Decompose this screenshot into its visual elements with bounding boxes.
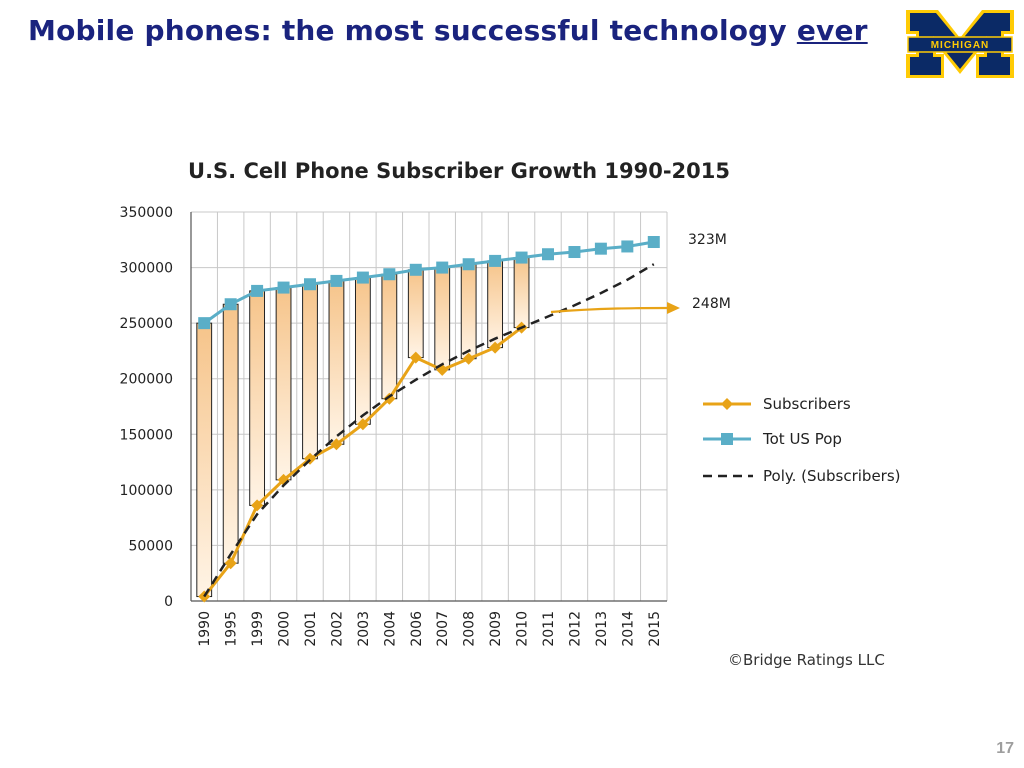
michigan-logo-band xyxy=(907,36,1013,53)
point-tot-us-pop xyxy=(198,317,211,330)
annotation-arrow-head xyxy=(667,302,680,314)
x-tick-label: 2012 xyxy=(567,611,583,647)
michigan-logo: MICHIGAN xyxy=(906,10,1014,78)
point-tot-us-pop xyxy=(409,263,422,276)
gap-bar xyxy=(222,303,239,564)
gap-bar xyxy=(249,290,266,506)
x-tick-label: 1990 xyxy=(197,611,213,647)
legend-marker-subscribers xyxy=(721,398,733,410)
gap-bar xyxy=(196,322,213,598)
x-tick-label: 2008 xyxy=(462,611,478,647)
gap-bar xyxy=(354,277,371,425)
x-tick-label: 2015 xyxy=(647,611,663,647)
point-tot-us-pop xyxy=(489,254,502,267)
y-tick-label: 0 xyxy=(164,594,173,610)
point-tot-us-pop xyxy=(647,236,660,249)
page-number: 17 xyxy=(996,740,1014,757)
point-tot-us-pop xyxy=(277,281,290,294)
point-tot-us-pop xyxy=(330,274,343,287)
x-tick-label: 1999 xyxy=(250,611,266,647)
y-tick-label: 150000 xyxy=(120,427,173,443)
slide-title: Mobile phones: the most successful techn… xyxy=(28,14,868,47)
y-tick-label: 200000 xyxy=(120,372,173,388)
point-subscribers xyxy=(251,499,264,512)
gap-bar xyxy=(381,273,398,400)
x-tick-label: 2004 xyxy=(382,611,398,647)
annotation-arrow-line xyxy=(550,306,669,314)
point-subscribers xyxy=(356,418,369,431)
point-tot-us-pop xyxy=(621,240,634,253)
point-tot-us-pop xyxy=(568,246,581,259)
legend-label: Tot US Pop xyxy=(762,430,842,448)
series-line-poly-subscribers xyxy=(203,263,655,598)
legend-marker-tot-us-pop xyxy=(721,433,733,445)
gap-bar xyxy=(487,260,504,349)
point-tot-us-pop xyxy=(383,268,396,281)
legend-label: Subscribers xyxy=(763,395,851,413)
annotation-248m: 248M xyxy=(692,296,731,312)
x-tick-label: 2001 xyxy=(303,611,319,647)
x-tick-label: 2009 xyxy=(488,611,504,647)
point-tot-us-pop xyxy=(594,242,607,255)
gap-bar xyxy=(407,269,424,359)
x-tick-label: 2010 xyxy=(515,611,531,647)
point-tot-us-pop xyxy=(356,271,369,284)
gap-bar xyxy=(460,263,477,360)
x-tick-label: 2000 xyxy=(277,611,293,647)
gap-bar xyxy=(328,280,345,445)
annotation-323m: 323M xyxy=(688,232,727,248)
point-subscribers xyxy=(409,351,422,364)
michigan-logo-text: MICHIGAN xyxy=(931,40,990,51)
chart-title: U.S. Cell Phone Subscriber Growth 1990-2… xyxy=(188,159,730,183)
gap-bar xyxy=(275,287,292,481)
point-tot-us-pop xyxy=(462,258,475,271)
x-tick-label: 2003 xyxy=(356,611,372,647)
x-tick-label: 2014 xyxy=(620,611,636,647)
gap-bar xyxy=(513,257,530,329)
y-tick-label: 250000 xyxy=(120,316,173,332)
y-tick-label: 50000 xyxy=(128,538,173,554)
x-tick-label: 2002 xyxy=(329,611,345,647)
slide-title-emphasis: ever xyxy=(796,14,868,47)
slide-title-main: Mobile phones: the most successful techn… xyxy=(28,14,797,47)
point-tot-us-pop xyxy=(224,298,237,311)
x-tick-label: 2013 xyxy=(594,611,610,647)
point-subscribers xyxy=(224,557,237,570)
x-tick-label: 2007 xyxy=(435,611,451,647)
legend-label: Poly. (Subscribers) xyxy=(763,467,901,485)
y-tick-label: 300000 xyxy=(120,261,173,277)
y-tick-label: 100000 xyxy=(120,483,173,499)
point-subscribers xyxy=(462,352,475,365)
source-credit: ©Bridge Ratings LLC xyxy=(728,651,885,669)
gap-bar xyxy=(302,283,318,460)
point-tot-us-pop xyxy=(515,251,528,264)
gap-bar xyxy=(434,267,451,371)
point-subscribers xyxy=(489,341,502,354)
x-tick-label: 2011 xyxy=(541,611,557,647)
point-tot-us-pop xyxy=(251,284,264,297)
y-tick-label: 350000 xyxy=(120,205,173,221)
x-tick-label: 1995 xyxy=(224,611,240,647)
point-tot-us-pop xyxy=(304,278,316,291)
point-subscribers xyxy=(330,438,343,451)
point-tot-us-pop xyxy=(436,261,449,274)
x-tick-label: 2006 xyxy=(409,611,425,647)
point-tot-us-pop xyxy=(542,248,554,261)
